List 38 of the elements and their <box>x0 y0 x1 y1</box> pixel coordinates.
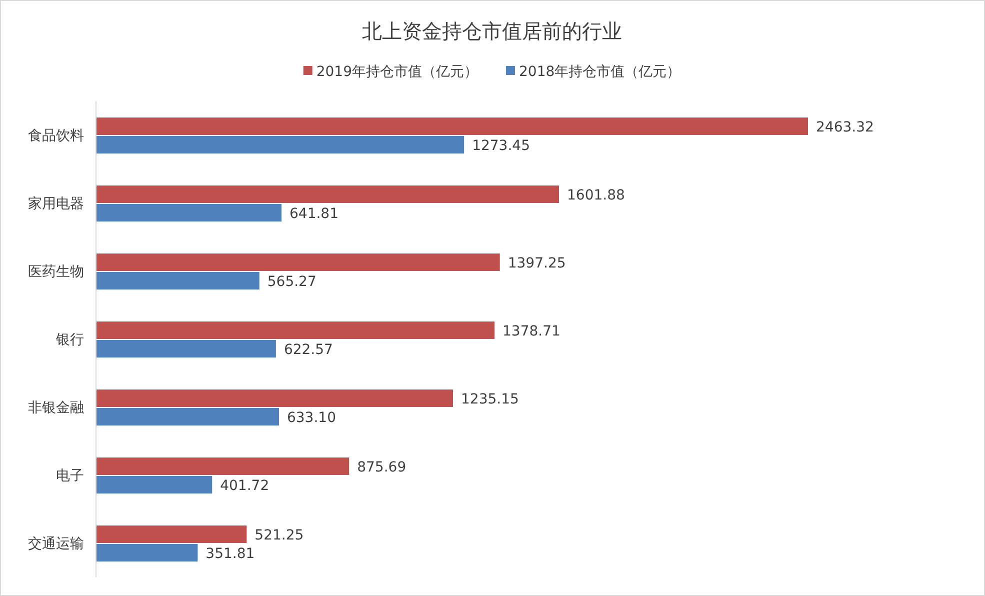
bar <box>96 458 350 475</box>
data-label: 633.10 <box>286 410 336 426</box>
data-label: 351.81 <box>206 546 255 562</box>
legend-label: 2018年持仓市值（亿元） <box>519 64 681 80</box>
bar <box>96 118 808 135</box>
data-label: 875.69 <box>357 459 406 476</box>
data-label: 401.72 <box>220 478 270 494</box>
chart-title: 北上资金持仓市值居前的行业 <box>362 19 622 43</box>
data-label: 1601.88 <box>567 187 625 204</box>
bar <box>96 272 260 290</box>
bar <box>96 186 560 203</box>
data-label: 1235.15 <box>461 391 519 408</box>
y-tick-label: 交通运输 <box>28 536 84 552</box>
legend-label: 2019年持仓市值（亿元） <box>316 64 478 80</box>
y-tick-label: 食品饮料 <box>28 128 84 144</box>
bar <box>96 476 212 494</box>
data-label: 1378.71 <box>502 323 560 340</box>
bar <box>96 322 495 339</box>
y-tick-label: 非银金融 <box>28 400 84 416</box>
bar <box>96 254 500 271</box>
y-tick-label: 医药生物 <box>28 264 84 280</box>
data-label: 565.27 <box>267 274 316 290</box>
y-tick-label: 电子 <box>56 468 84 484</box>
bar <box>96 408 279 426</box>
data-label: 1273.45 <box>472 138 530 154</box>
data-label: 641.81 <box>290 206 339 222</box>
data-label: 1397.25 <box>508 255 566 272</box>
data-label: 2463.32 <box>816 119 874 136</box>
data-label: 622.57 <box>284 342 333 358</box>
data-label: 521.25 <box>254 527 304 544</box>
bar <box>96 136 464 154</box>
bar <box>96 340 276 358</box>
bar <box>96 204 282 222</box>
bar <box>96 544 198 562</box>
y-tick-label: 家用电器 <box>28 196 84 212</box>
y-tick-label: 银行 <box>55 332 84 348</box>
bar <box>96 390 454 407</box>
bar <box>96 526 247 543</box>
